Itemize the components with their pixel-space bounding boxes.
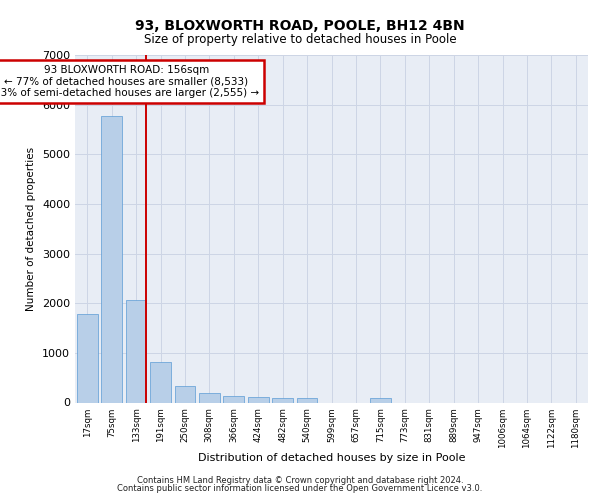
X-axis label: Distribution of detached houses by size in Poole: Distribution of detached houses by size …: [198, 454, 465, 464]
Bar: [248, 397, 269, 402]
Bar: [150, 362, 171, 403]
Bar: [272, 398, 293, 402]
Text: 93 BLOXWORTH ROAD: 156sqm
← 77% of detached houses are smaller (8,533)
23% of se: 93 BLOXWORTH ROAD: 156sqm ← 77% of detac…: [0, 65, 259, 98]
Y-axis label: Number of detached properties: Number of detached properties: [26, 146, 37, 311]
Text: Size of property relative to detached houses in Poole: Size of property relative to detached ho…: [143, 33, 457, 46]
Bar: [125, 300, 146, 402]
Bar: [175, 386, 196, 402]
Bar: [296, 398, 317, 402]
Bar: [223, 396, 244, 402]
Bar: [101, 116, 122, 403]
Text: Contains HM Land Registry data © Crown copyright and database right 2024.: Contains HM Land Registry data © Crown c…: [137, 476, 463, 485]
Text: 93, BLOXWORTH ROAD, POOLE, BH12 4BN: 93, BLOXWORTH ROAD, POOLE, BH12 4BN: [135, 19, 465, 33]
Bar: [77, 314, 98, 402]
Bar: [370, 398, 391, 402]
Bar: [199, 393, 220, 402]
Text: Contains public sector information licensed under the Open Government Licence v3: Contains public sector information licen…: [118, 484, 482, 493]
